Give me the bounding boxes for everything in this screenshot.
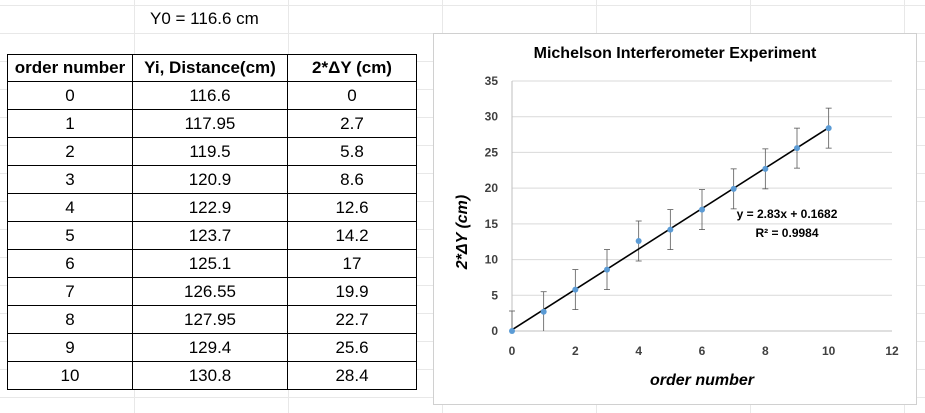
table-row: 7 126.55 19.9: [7, 277, 417, 306]
cell-delta-y[interactable]: 22.7: [287, 305, 417, 334]
cell-delta-y[interactable]: 2.7: [287, 109, 417, 138]
y-tick-label: 0: [491, 324, 498, 338]
data-point: [762, 165, 769, 172]
tick-labels: 0 5 10 15 20 25 30 35 0 2 4 6 8 10 12: [485, 74, 899, 358]
x-tick-label: 8: [762, 344, 769, 358]
x-tick-label: 6: [699, 344, 706, 358]
cell-delta-y[interactable]: 14.2: [287, 221, 417, 250]
column-header-order-number[interactable]: order number: [7, 54, 133, 82]
cell-distance[interactable]: 129.4: [132, 333, 288, 362]
cell-delta-y[interactable]: 0: [287, 81, 417, 110]
data-point: [794, 145, 800, 152]
cell-distance[interactable]: 123.7: [132, 221, 288, 250]
cell-order-number[interactable]: 10: [7, 361, 133, 390]
cell-order-number[interactable]: 7: [7, 277, 133, 306]
data-table: order number Yi, Distance(cm) 2*ΔY (cm) …: [7, 54, 417, 390]
cell-order-number[interactable]: 6: [7, 249, 133, 278]
y-axis-title: 2*ΔY (cm): [454, 195, 471, 270]
x-tick-label: 12: [885, 344, 899, 358]
y-tick-label: 15: [485, 217, 499, 231]
table-row: 4 122.9 12.6: [7, 193, 417, 222]
x-tick-label: 0: [509, 344, 516, 358]
cell-distance[interactable]: 130.8: [132, 361, 288, 390]
table-header-row: order number Yi, Distance(cm) 2*ΔY (cm): [7, 54, 417, 82]
cell-delta-y[interactable]: 25.6: [287, 333, 417, 362]
data-points: [509, 125, 832, 334]
cell-distance[interactable]: 117.95: [132, 109, 288, 138]
cell-delta-y[interactable]: 8.6: [287, 165, 417, 194]
x-axis-title: order number: [650, 372, 755, 389]
table-row: 2 119.5 5.8: [7, 137, 417, 166]
y-tick-label: 10: [485, 253, 499, 267]
cell-order-number[interactable]: 8: [7, 305, 133, 334]
y0-label: Y0 = 116.6 cm: [150, 9, 259, 28]
cell-distance[interactable]: 127.95: [132, 305, 288, 334]
cell-delta-y[interactable]: 19.9: [287, 277, 417, 306]
y-tick-label: 20: [485, 181, 499, 195]
cell-order-number[interactable]: 3: [7, 165, 133, 194]
gridlines: [512, 80, 892, 296]
x-tick-label: 4: [635, 344, 642, 358]
cell-distance[interactable]: 116.6: [132, 81, 288, 110]
data-point: [604, 266, 610, 273]
cell-order-number[interactable]: 9: [7, 333, 133, 362]
data-point: [572, 286, 579, 293]
column-header-delta-y[interactable]: 2*ΔY (cm): [287, 54, 417, 82]
cell-delta-y[interactable]: 17: [287, 249, 417, 278]
y-tick-label: 35: [485, 74, 499, 88]
cell-distance[interactable]: 120.9: [132, 165, 288, 194]
trendline-r2: R² = 0.9984: [755, 226, 818, 240]
data-point: [635, 238, 642, 244]
x-tick-label: 10: [822, 344, 836, 358]
cell-order-number[interactable]: 0: [7, 81, 133, 110]
axes: [511, 81, 892, 332]
cell-order-number[interactable]: 1: [7, 109, 133, 138]
cell-order-number[interactable]: 5: [7, 221, 133, 250]
trendline-equation: y = 2.83x + 0.1682: [737, 207, 838, 221]
chart-title: Michelson Interferometer Experiment: [534, 45, 817, 62]
cell-order-number[interactable]: 4: [7, 193, 133, 222]
data-point: [825, 125, 832, 132]
x-tick-label: 2: [572, 344, 579, 358]
table-row: 8 127.95 22.7: [7, 305, 417, 334]
cell-delta-y[interactable]: 5.8: [287, 137, 417, 166]
cell-distance[interactable]: 122.9: [132, 193, 288, 222]
data-point: [730, 185, 737, 192]
data-point: [540, 308, 547, 315]
chart-area[interactable]: Michelson Interferometer Experiment 0 5 10…: [433, 33, 917, 405]
cell-delta-y[interactable]: 12.6: [287, 193, 417, 222]
table-row: 1 117.95 2.7: [7, 109, 417, 138]
cell-distance[interactable]: 119.5: [132, 137, 288, 166]
data-point: [699, 206, 705, 213]
data-point: [509, 328, 515, 334]
cell-distance[interactable]: 125.1: [132, 249, 288, 278]
data-point: [667, 226, 674, 233]
table-body: 0 116.6 0 1 117.95 2.7 2 119.5 5.8 3 120.9 8.6 4 122.…: [7, 81, 417, 390]
y-tick-label: 25: [485, 145, 499, 159]
table-row: 5 123.7 14.2: [7, 221, 417, 250]
table-row: 9 129.4 25.6: [7, 333, 417, 362]
cell-order-number[interactable]: 2: [7, 137, 133, 166]
scatter-chart: Michelson Interferometer Experiment 0 5 10…: [454, 45, 899, 389]
cell-distance[interactable]: 126.55: [132, 277, 288, 306]
table-row: 3 120.9 8.6: [7, 165, 417, 194]
table-row: 6 125.1 17: [7, 249, 417, 278]
table-row: 0 116.6 0: [7, 81, 417, 110]
column-header-distance[interactable]: Yi, Distance(cm): [132, 54, 288, 82]
cell-delta-y[interactable]: 28.4: [287, 361, 417, 390]
y-tick-label: 5: [491, 288, 498, 302]
table-row: 10 130.8 28.4: [7, 361, 417, 390]
y-tick-label: 30: [485, 110, 499, 124]
